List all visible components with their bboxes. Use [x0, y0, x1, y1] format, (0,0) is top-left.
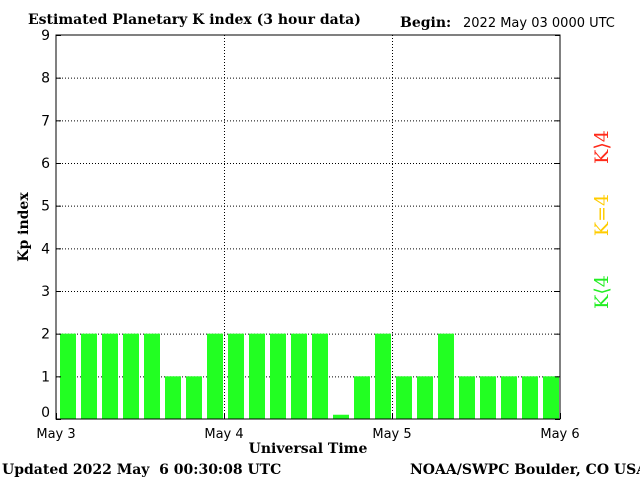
updated-timestamp: Updated 2022 May 6 00:30:08 UTC — [2, 462, 281, 478]
legend: K⟩4 K=4 K⟨4 — [591, 130, 613, 309]
kp-bar — [333, 414, 349, 419]
y-tick-label: 5 — [41, 199, 50, 215]
x-tick-label: May 6 — [540, 427, 579, 442]
y-tick-labels: 0 1 2 3 4 5 6 7 8 9 — [41, 28, 560, 421]
kp-bar — [396, 376, 412, 419]
kp-bar — [165, 376, 181, 419]
kp-bar — [501, 376, 517, 419]
kp-bar — [480, 376, 496, 419]
x-tick-label: May 5 — [372, 427, 411, 442]
x-tick-label: May 3 — [36, 427, 75, 442]
kp-bar — [186, 376, 202, 419]
x-tick-label: May 4 — [204, 427, 243, 442]
x-tick-labels: May 3 May 4 May 5 May 6 — [36, 413, 580, 442]
kp-bar — [417, 376, 433, 419]
kp-bar — [207, 333, 223, 419]
kp-bar — [375, 333, 391, 419]
kp-bar — [228, 333, 244, 419]
y-axis-label: Kp index — [16, 192, 32, 262]
kp-bar — [102, 333, 118, 419]
legend-entry: K=4 — [591, 194, 613, 236]
kp-bar — [60, 333, 76, 419]
y-tick-label: 2 — [41, 327, 50, 343]
kp-bar — [144, 333, 160, 419]
kp-bar — [522, 376, 538, 419]
y-tick-label: 3 — [41, 284, 50, 300]
chart-title: Estimated Planetary K index (3 hour data… — [28, 12, 361, 28]
kp-bar — [123, 333, 139, 419]
y-tick-label: 1 — [41, 369, 50, 385]
kp-bar — [291, 333, 307, 419]
y-tick-label: 0 — [41, 405, 50, 421]
kp-bar — [459, 376, 475, 419]
y-tick-label: 6 — [41, 156, 50, 172]
kp-bar — [249, 333, 265, 419]
y-tick-label: 7 — [41, 113, 50, 129]
legend-entry: K⟩4 — [591, 130, 613, 164]
kp-bar — [270, 333, 286, 419]
begin-label: Begin: — [400, 15, 451, 31]
kp-bar — [81, 333, 97, 419]
kp-bar — [312, 333, 328, 419]
plot-frame — [55, 34, 561, 420]
source-credit: NOAA/SWPC Boulder, CO USA — [410, 462, 640, 478]
kp-bar — [438, 333, 454, 419]
begin-value: 2022 May 03 0000 UTC — [463, 16, 615, 31]
y-tick-label: 9 — [41, 28, 50, 44]
grid-lines — [56, 35, 560, 419]
kp-bar — [543, 376, 559, 419]
x-axis-label: Universal Time — [249, 441, 368, 457]
legend-entry: K⟨4 — [591, 275, 613, 309]
kp-bar — [354, 376, 370, 419]
y-tick-label: 8 — [41, 71, 50, 87]
y-tick-label: 4 — [41, 241, 50, 257]
bar-series — [60, 333, 559, 419]
